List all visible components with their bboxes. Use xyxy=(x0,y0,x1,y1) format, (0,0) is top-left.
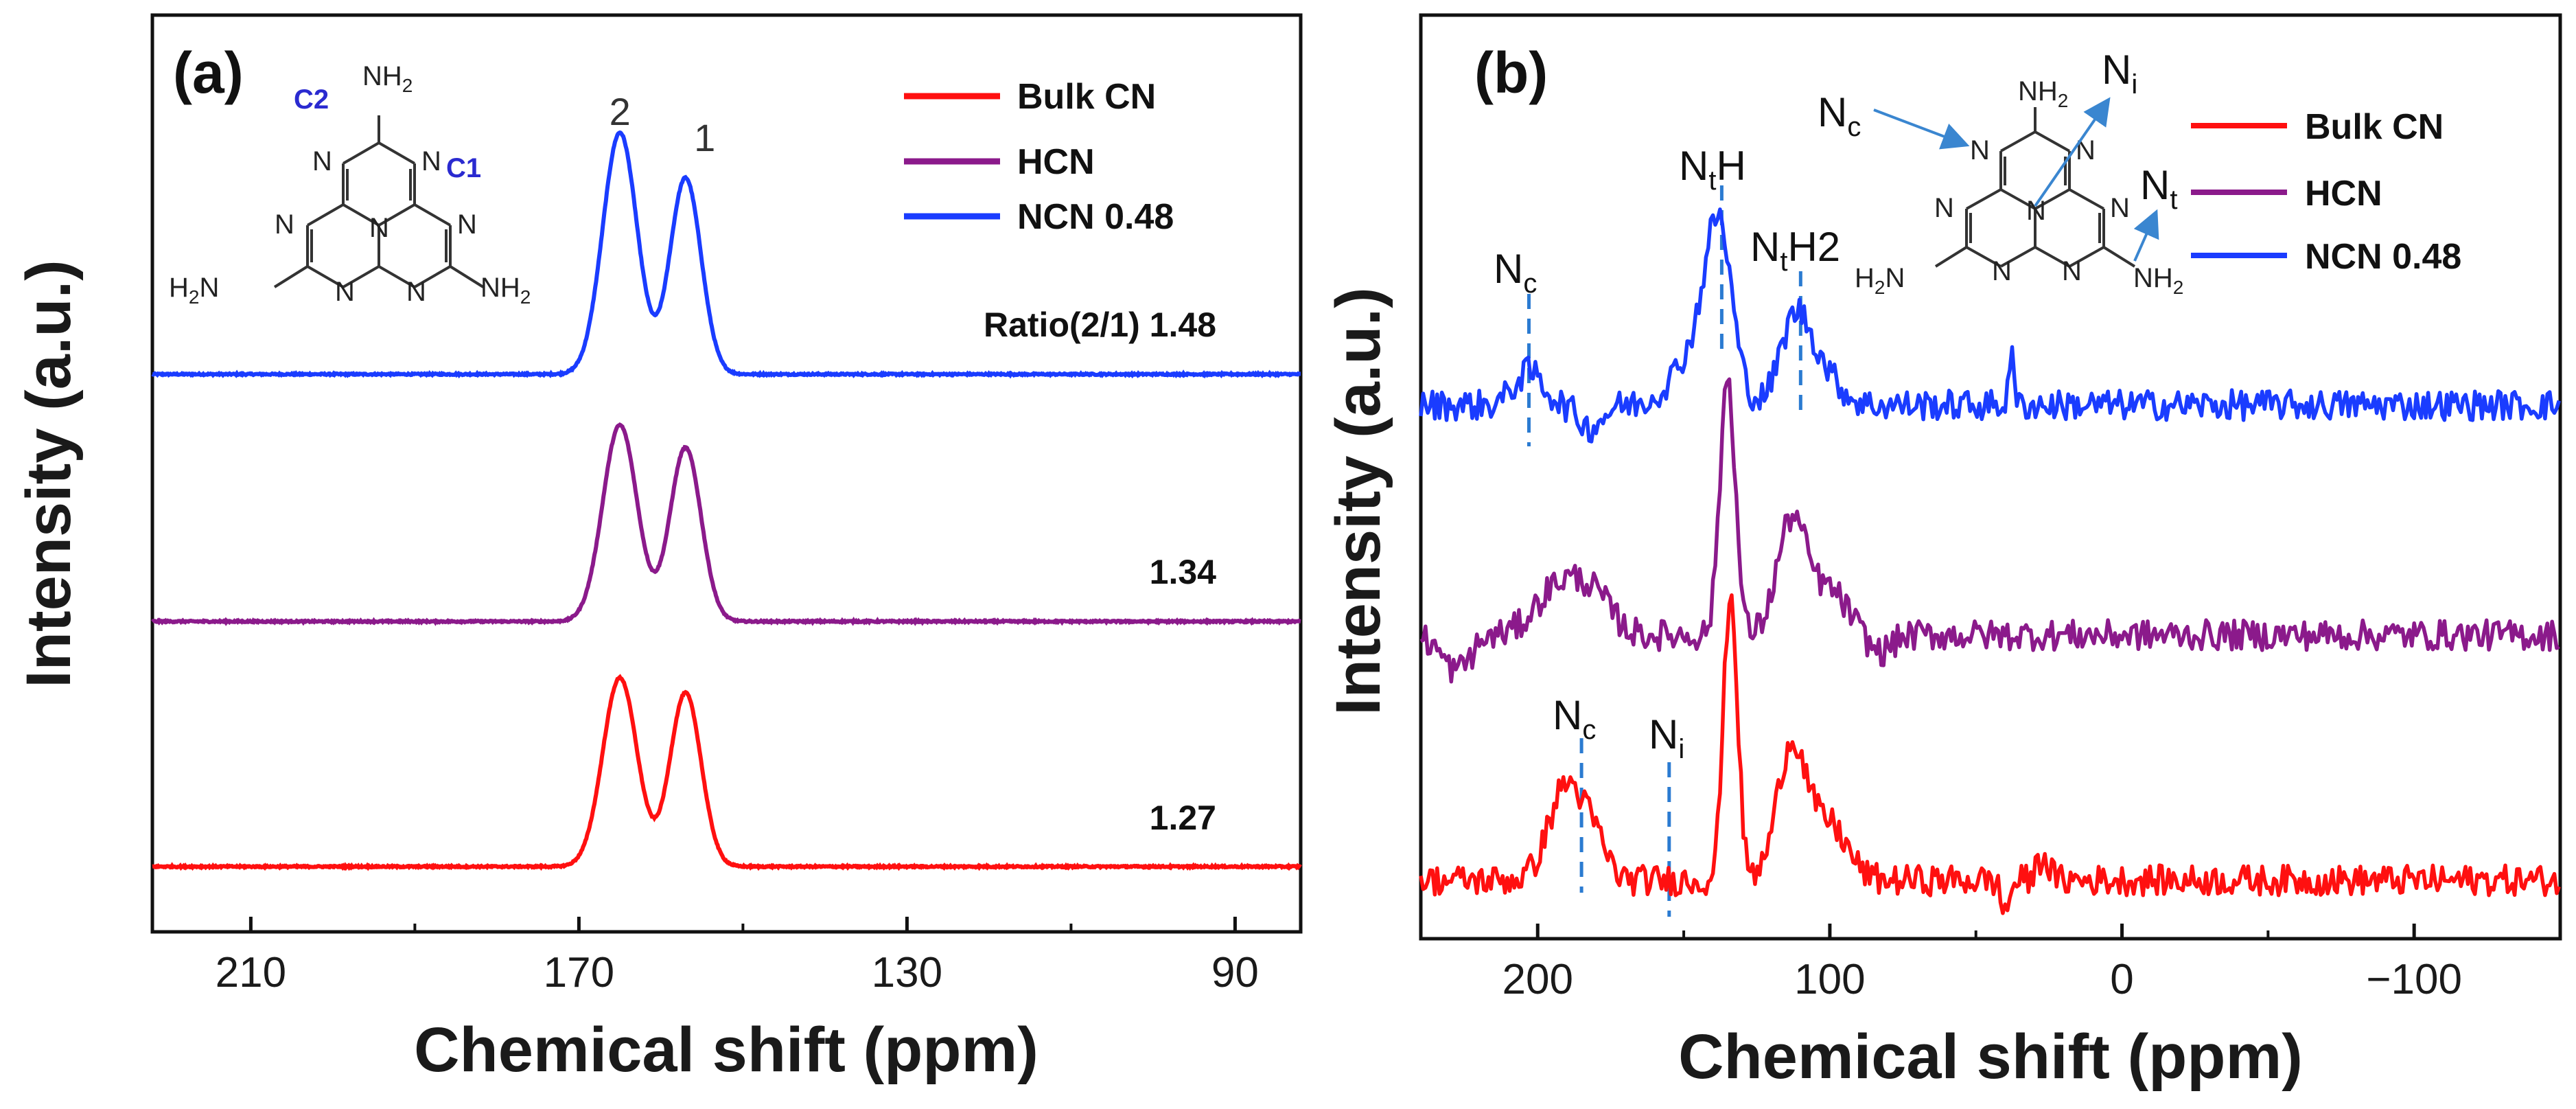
panel-a-ratio-bulk: 1.27 xyxy=(1150,799,1216,837)
panel-a-structure-c1: C1 xyxy=(446,153,481,183)
panel-a-legend-bulk-cn: Bulk CN xyxy=(1017,77,1156,117)
panel-b-legend-hcn: HCN xyxy=(2305,174,2382,214)
panel-b-annotation-nc-top: Nc xyxy=(1494,246,1537,299)
panel-a-ticks: 210 170 130 90 xyxy=(216,917,1259,996)
panel-a-structure-bonds xyxy=(273,115,485,288)
panel-b-structure-nh2-right: NH2 xyxy=(2133,263,2183,298)
panel-a-x-tick-label: 170 xyxy=(544,949,614,996)
panel-b-structure-h2n-left: H2N xyxy=(1855,263,1905,298)
panel-b-structure-label-nt: Nt xyxy=(2140,162,2177,215)
panel-b-x-axis-title: Chemical shift (ppm) xyxy=(1678,1022,2303,1092)
panel-a-n-atom: N xyxy=(406,277,426,307)
panel-b-n-atom: N xyxy=(2026,196,2046,226)
panel-b-structure-arrow xyxy=(1873,108,1970,150)
panel-a-n-atom: N xyxy=(457,209,477,240)
panel-a-series-line xyxy=(152,674,1302,871)
panel-b: 200 100 0 −100 (b) Chemical shift (ppm) Int… xyxy=(1323,13,2562,1092)
panel-a-y-axis-title: Intensity (a.u.) xyxy=(14,260,84,688)
panel-b-n-atom: N xyxy=(1934,193,1954,223)
panel-a-structure-c2: C2 xyxy=(294,84,329,115)
panel-b-legend-bulk-cn: Bulk CN xyxy=(2305,107,2444,147)
panel-b-structure-arrow xyxy=(2034,97,2111,207)
panel-b-x-tick-label: −100 xyxy=(2366,956,2462,1003)
panel-b-annotation-nth2: NtH2 xyxy=(1750,224,1840,277)
panel-b-series-line xyxy=(1419,593,2561,915)
panel-b-structure-label-nc: Nc xyxy=(1818,89,1861,142)
panel-b-ticks: 200 100 0 −100 xyxy=(1502,924,2462,1003)
panel-a-series-line xyxy=(151,422,1301,626)
panel-a-ratio-hcn: 1.34 xyxy=(1150,553,1217,591)
panel-a-structure-nh2-right: NH2 xyxy=(480,273,531,308)
panel-a-legend: Bulk CN HCN NCN 0.48 xyxy=(904,77,1174,237)
panel-b-structure-arrows xyxy=(1873,97,2159,262)
panel-a-n-atom: N xyxy=(421,146,441,176)
panel-a-peak-label-2: 2 xyxy=(610,90,631,133)
panel-b-n-atom: N xyxy=(2110,193,2130,223)
panel-b-frame xyxy=(1419,13,2562,941)
panel-a-legend-hcn: HCN xyxy=(1017,142,1095,182)
panel-b-structure-bonds xyxy=(1934,107,2136,268)
panel-b-n-atom: N xyxy=(1992,256,2012,286)
panel-b-series-line xyxy=(1419,377,2560,684)
panel-b-curves xyxy=(1419,207,2561,915)
panel-b-structure-nh2-top: NH2 xyxy=(2018,76,2068,111)
panel-a-heptazine-structure xyxy=(273,115,485,288)
panel-b-n-atom: N xyxy=(2076,135,2096,165)
panel-a-structure-n-atoms: N N N N N N N xyxy=(275,146,477,307)
panel-a-x-axis-title: Chemical shift (ppm) xyxy=(414,1015,1038,1085)
panel-a-x-tick-label: 90 xyxy=(1211,949,1259,996)
panel-a-label: (a) xyxy=(173,41,244,105)
panel-a-legend-ncn: NCN 0.48 xyxy=(1017,197,1174,237)
panel-b-x-tick-label: 200 xyxy=(1502,956,1573,1003)
panel-a-structure-nh2-top: NH2 xyxy=(362,61,413,96)
panel-b-annotation-nc-bottom: Nc xyxy=(1553,692,1596,745)
panel-a-series-line xyxy=(151,130,1301,379)
panel-a: 210 170 130 90 (a) Chemical shift (ppm) Int… xyxy=(14,13,1303,1085)
panel-b-structure-arrow xyxy=(2133,209,2159,262)
panel-b-y-axis-title: Intensity (a.u.) xyxy=(1323,287,1393,716)
panel-b-n-atom: N xyxy=(2062,256,2082,286)
panel-b-series-line xyxy=(1419,207,2561,444)
panel-a-n-atom: N xyxy=(275,209,294,240)
panel-a-frame xyxy=(150,13,1303,934)
panel-a-n-atom: N xyxy=(312,146,332,176)
panel-b-x-tick-label: 100 xyxy=(1794,956,1865,1003)
panel-a-ratio-ncn: Ratio(2/1) 1.48 xyxy=(984,306,1216,344)
panel-b-structure-label-ni: Ni xyxy=(2102,47,2137,100)
panel-b-annotation-ni-bottom: Ni xyxy=(1649,711,1684,764)
panel-b-x-tick-label: 0 xyxy=(2110,956,2133,1003)
panel-b-legend: Bulk CN HCN NCN 0.48 xyxy=(2191,107,2461,277)
panel-a-n-atom: N xyxy=(369,213,389,243)
panel-a-x-tick-label: 130 xyxy=(872,949,942,996)
panel-b-structure-n-atoms: N N N N N N N xyxy=(1934,135,2130,286)
panel-b-guide-lines xyxy=(1527,185,1802,917)
panel-b-label: (b) xyxy=(1474,41,1548,105)
panel-b-n-atom: N xyxy=(1970,135,1990,165)
panel-b-annotation-nth: NtH xyxy=(1679,143,1746,196)
panel-a-n-atom: N xyxy=(335,277,355,307)
panel-b-heptazine-structure xyxy=(1934,107,2136,268)
panel-a-curves xyxy=(151,130,1302,871)
panel-b-legend-ncn: NCN 0.48 xyxy=(2305,237,2461,277)
panel-a-peak-label-1: 1 xyxy=(694,116,715,159)
panel-a-structure-h2n-left: H2N xyxy=(169,273,219,308)
panel-a-x-tick-label: 210 xyxy=(216,949,286,996)
